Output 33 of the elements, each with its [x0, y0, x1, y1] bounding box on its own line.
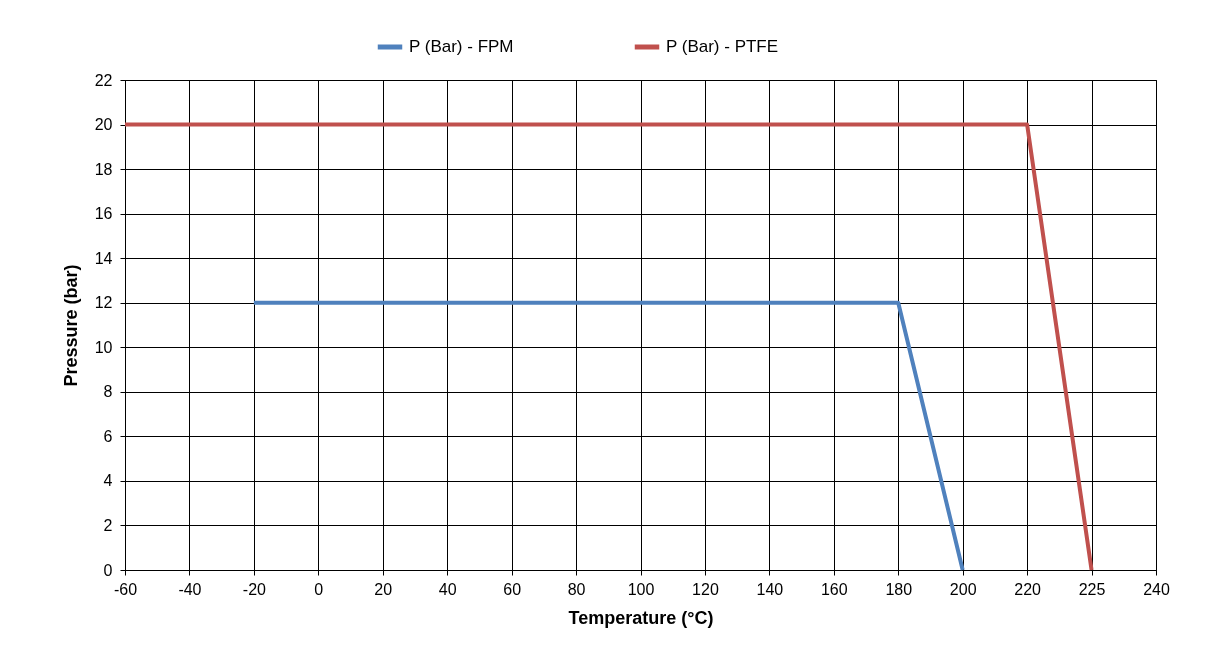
y-tick-label: 0: [103, 561, 113, 579]
x-tick-label: 160: [820, 580, 848, 598]
x-tick-label: -40: [178, 580, 202, 598]
y-tick-label: 2: [103, 516, 113, 534]
y-tick-label: 14: [94, 249, 113, 267]
x-tick-label: 240: [1143, 580, 1170, 598]
legend-label: P (Bar) - FPM: [409, 37, 514, 56]
x-tick-label: 140: [756, 580, 784, 598]
y-tick-label: 18: [94, 160, 113, 178]
x-tick-label: 40: [438, 580, 457, 598]
x-tick-label: 60: [503, 580, 522, 598]
x-tick-label: 0: [314, 580, 324, 598]
x-axis-title: Temperature (°C): [568, 607, 714, 628]
y-tick-label: 20: [94, 116, 113, 134]
legend-label: P (Bar) - PTFE: [666, 37, 779, 56]
x-tick-label: 200: [949, 580, 977, 598]
x-tick-label: 225: [1078, 580, 1106, 598]
x-tick-label: 120: [692, 580, 719, 598]
x-tick-label: -20: [242, 580, 267, 598]
x-tick-label: 20: [374, 580, 393, 598]
y-tick-label: 6: [103, 427, 113, 445]
x-tick-label: 100: [627, 580, 655, 598]
y-tick-label: 4: [103, 472, 113, 490]
y-tick-label: 10: [94, 338, 113, 356]
y-tick-label: 22: [94, 71, 113, 89]
x-tick-label: 80: [567, 580, 586, 598]
y-tick-label: 12: [94, 294, 113, 312]
y-axis-title: Pressure (bar): [60, 264, 81, 387]
y-tick-label: 8: [103, 383, 113, 401]
x-tick-label: 180: [885, 580, 913, 598]
x-tick-label: -60: [113, 580, 138, 598]
y-tick-label: 16: [94, 205, 113, 223]
x-tick-label: 220: [1014, 580, 1042, 598]
